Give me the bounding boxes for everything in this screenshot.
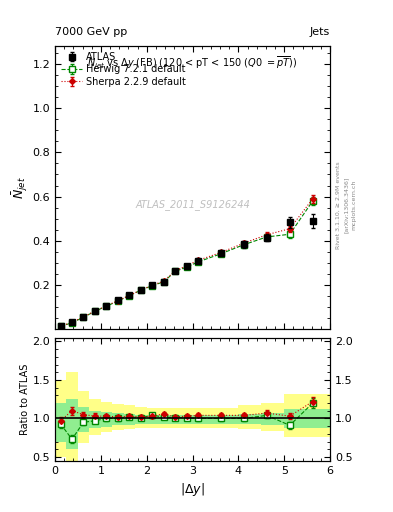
Y-axis label: Ratio to ATLAS: Ratio to ATLAS <box>20 364 29 435</box>
Text: $N_{jet}$ vs $\Delta y$ (FB) (120 < pT < 150 ($Q0\ =\overline{pT}$)): $N_{jet}$ vs $\Delta y$ (FB) (120 < pT <… <box>87 55 298 71</box>
Legend: ATLAS, Herwig 7.2.1 default, Sherpa 2.2.9 default: ATLAS, Herwig 7.2.1 default, Sherpa 2.2.… <box>59 50 188 89</box>
Y-axis label: $\bar{N}_{jet}$: $\bar{N}_{jet}$ <box>10 176 29 199</box>
Text: ATLAS_2011_S9126244: ATLAS_2011_S9126244 <box>135 199 250 210</box>
Text: mcplots.cern.ch: mcplots.cern.ch <box>352 180 357 230</box>
Text: Jets: Jets <box>310 27 330 37</box>
Text: 7000 GeV pp: 7000 GeV pp <box>55 27 127 37</box>
X-axis label: |$\Delta y$|: |$\Delta y$| <box>180 481 205 498</box>
Text: Rivet 3.1.10, ≥ 2.9M events: Rivet 3.1.10, ≥ 2.9M events <box>336 161 341 249</box>
Text: [arXiv:1306.3436]: [arXiv:1306.3436] <box>344 177 349 233</box>
